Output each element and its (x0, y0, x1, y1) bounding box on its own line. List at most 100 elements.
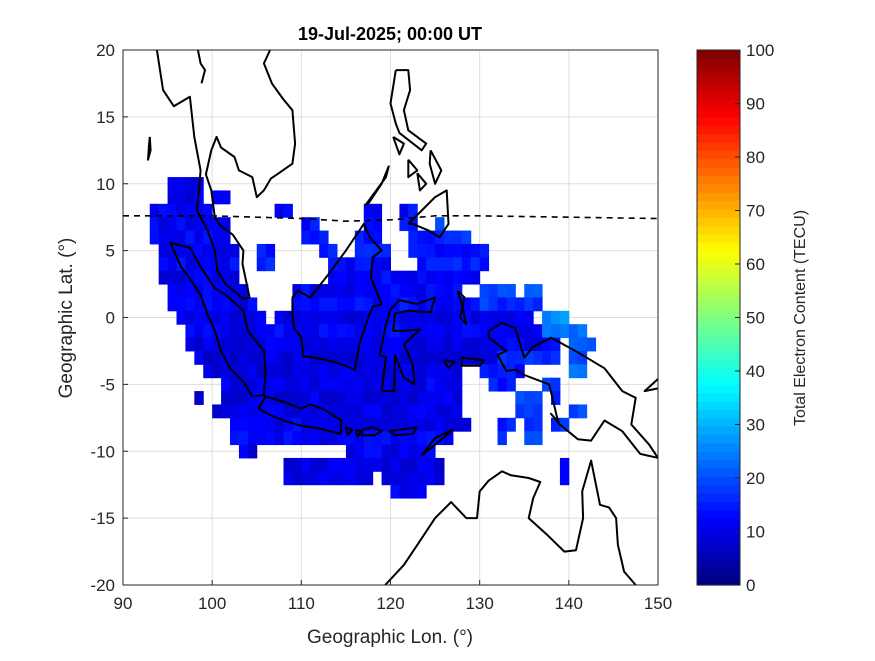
tec-cell (185, 337, 195, 352)
tec-cell (372, 270, 383, 285)
tec-cell (372, 444, 383, 459)
tec-cell (524, 297, 534, 312)
tec-cell (363, 364, 374, 379)
coastline (388, 426, 419, 437)
tec-cell (212, 324, 222, 339)
tec-cell (488, 324, 498, 339)
tec-cell (408, 230, 418, 245)
tec-cell (479, 257, 490, 272)
tec-cell (274, 404, 284, 419)
x-tick-label: 90 (114, 594, 133, 613)
tec-cell (345, 284, 356, 298)
colorbar-segment (697, 58, 740, 68)
colorbar-tick-label: 30 (746, 416, 765, 435)
tec-cell (328, 471, 338, 486)
tec-cell (256, 350, 267, 365)
tec-cell (452, 310, 463, 325)
tec-cell (230, 377, 240, 392)
colorbar-segment (697, 401, 740, 411)
coastline (354, 428, 363, 438)
tec-cell (354, 444, 365, 459)
tec-cell (444, 230, 454, 245)
tec-cell (230, 431, 240, 446)
tec-cell (452, 297, 463, 312)
colorbar-segment (697, 317, 740, 327)
tec-cell (203, 350, 213, 365)
tec-cell (345, 471, 356, 486)
tec-cell (417, 270, 427, 285)
tec-cell (292, 364, 302, 379)
tec-cell (506, 417, 516, 432)
tec-cell (194, 337, 204, 352)
tec-cell (345, 337, 356, 352)
tec-cell (194, 297, 204, 312)
tec-cell (274, 391, 284, 405)
tec-cell (345, 350, 356, 365)
tec-cell (568, 350, 579, 365)
tec-cell (256, 324, 267, 339)
tec-cell (337, 337, 347, 352)
tec-cell (497, 350, 507, 365)
tec-cell (363, 457, 374, 472)
tec-cell (354, 270, 365, 285)
tec-cell (363, 284, 374, 298)
coastline (361, 426, 383, 437)
tec-cell (390, 431, 400, 446)
colorbar-segment (697, 108, 740, 118)
tec-cell (417, 431, 427, 446)
tec-cell (256, 391, 267, 405)
tec-cell (506, 310, 516, 325)
tec-cell (167, 190, 177, 205)
tec-cell (292, 457, 302, 472)
tec-cell (399, 404, 409, 419)
tec-cell (363, 243, 374, 258)
tec-cell (444, 310, 454, 325)
tec-cell (524, 417, 534, 432)
colorbar-segment (697, 116, 740, 126)
tec-cell (426, 337, 436, 352)
tec-cell (310, 337, 320, 352)
tec-cell (221, 217, 231, 232)
tec-cell (292, 404, 302, 419)
tec-cell (417, 230, 427, 245)
tec-cell (435, 257, 445, 272)
tec-cell (256, 337, 267, 352)
tec-cell (551, 377, 561, 392)
tec-cell (399, 377, 409, 392)
tec-cell (524, 310, 534, 325)
colorbar-segment (697, 534, 740, 544)
y-tick-label: 15 (96, 108, 115, 127)
colorbar-tick-label: 90 (746, 95, 765, 114)
tec-cell (354, 364, 365, 379)
tec-cell (390, 457, 400, 472)
tec-cell (399, 391, 409, 405)
tec-cell (354, 310, 365, 325)
tec-cell (479, 350, 490, 365)
tec-cell (274, 417, 284, 432)
tec-cell (533, 350, 543, 365)
tec-cell (247, 431, 258, 446)
tec-cell (470, 350, 481, 365)
tec-cell (265, 257, 276, 272)
tec-cell (372, 310, 383, 325)
tec-cell (435, 431, 445, 446)
tec-cell (399, 297, 409, 312)
tec-cell (444, 404, 454, 419)
tec-cell (301, 310, 311, 325)
tec-cell (444, 337, 454, 352)
tec-cell (354, 350, 365, 365)
tec-cell (363, 471, 374, 486)
tec-cell (381, 431, 391, 446)
tec-cell (506, 297, 516, 312)
tec-cell (372, 203, 383, 218)
tec-cell (444, 257, 454, 272)
tec-cell (399, 471, 409, 486)
coastline (420, 428, 454, 457)
colorbar-segment (697, 158, 740, 168)
tec-cell (203, 203, 213, 218)
tec-cell (363, 257, 374, 272)
tec-cell (328, 377, 338, 392)
tec-cell (452, 230, 463, 245)
tec-cell (247, 350, 258, 365)
tec-cell (337, 391, 347, 405)
